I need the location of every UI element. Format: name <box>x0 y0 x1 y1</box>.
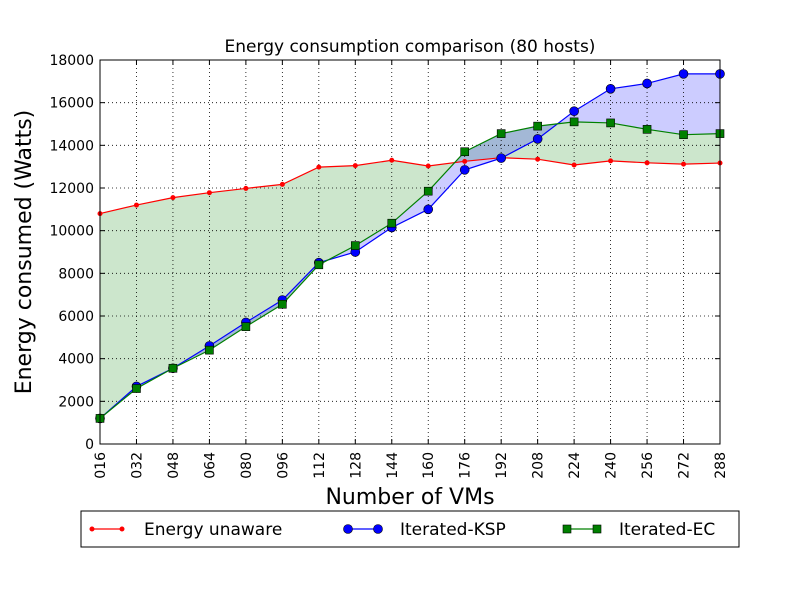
y-tick-label: 2000 <box>58 394 94 410</box>
x-tick-label: 240 <box>604 452 620 479</box>
data-point-energy-unaware <box>681 161 687 167</box>
legend-marker <box>89 526 95 532</box>
y-axis-label: Energy consumed (Watts) <box>12 110 37 395</box>
fill-area-1 <box>100 73 720 419</box>
data-point-energy-unaware <box>352 163 358 169</box>
fill-area-0 <box>100 121 720 419</box>
legend-item: Iterated-KSP <box>343 520 506 540</box>
legend-marker <box>119 526 125 532</box>
data-point-iterated-ec <box>387 218 397 228</box>
x-tick-label: 016 <box>93 452 109 479</box>
legend-marker <box>373 524 383 534</box>
x-tick-label: 288 <box>713 452 729 479</box>
data-point-iterated-ksp <box>678 69 689 79</box>
data-point-energy-unaware <box>462 158 468 164</box>
data-point-iterated-ksp <box>605 84 616 94</box>
data-point-iterated-ec <box>314 260 324 270</box>
x-tick-label: 032 <box>129 452 145 479</box>
data-point-iterated-ec <box>168 363 178 373</box>
legend-marker <box>562 524 572 534</box>
chart-title: Energy consumption comparison (80 hosts) <box>225 37 596 57</box>
legend-item: Energy unaware <box>89 520 282 540</box>
data-point-energy-unaware <box>608 158 614 164</box>
y-tick-label: 16000 <box>49 96 94 112</box>
legend-marker <box>592 524 602 534</box>
data-point-energy-unaware <box>389 157 395 163</box>
x-tick-label: 144 <box>385 452 401 479</box>
data-point-energy-unaware <box>644 160 650 166</box>
data-point-energy-unaware <box>279 181 285 187</box>
data-point-iterated-ec <box>241 322 251 331</box>
data-point-energy-unaware <box>170 195 176 201</box>
data-point-iterated-ksp <box>569 106 579 116</box>
data-point-iterated-ksp <box>532 134 543 144</box>
data-point-energy-unaware <box>425 163 431 169</box>
data-point-iterated-ec <box>350 241 360 250</box>
legend: Energy unaware Iterated-KSP Iterated-EC <box>80 510 740 548</box>
data-point-iterated-ec <box>460 147 470 157</box>
series-iterated-ec <box>95 117 725 423</box>
data-point-energy-unaware <box>206 190 212 196</box>
legend-label: Iterated-EC <box>619 520 715 540</box>
data-point-iterated-ec <box>278 299 287 309</box>
data-point-iterated-ec <box>205 345 214 355</box>
x-tick-label: 272 <box>677 452 693 479</box>
data-point-iterated-ec <box>642 125 652 134</box>
legend-box <box>80 510 740 548</box>
plot-frame <box>99 59 721 445</box>
data-point-iterated-ec <box>496 129 506 138</box>
y-tick-label: 18000 <box>49 53 94 69</box>
x-tick-label: 080 <box>239 452 255 479</box>
data-point-energy-unaware <box>535 156 541 162</box>
legend-marker <box>343 524 353 534</box>
legend-label: Energy unaware <box>144 520 282 540</box>
data-point-iterated-ec <box>423 186 433 196</box>
x-tick-label: 256 <box>640 452 656 479</box>
data-point-energy-unaware <box>243 185 249 191</box>
series-line-energy-unaware <box>99 157 721 215</box>
legend-item: Iterated-EC <box>562 520 715 540</box>
x-tick-label: 096 <box>275 452 291 479</box>
x-axis-label: Number of VMs <box>325 485 494 510</box>
x-tick-label: 208 <box>531 452 547 479</box>
data-point-iterated-ec <box>606 118 615 128</box>
data-point-iterated-ec <box>533 121 542 131</box>
data-point-energy-unaware <box>571 162 577 168</box>
x-tick-label: 048 <box>166 452 182 479</box>
data-point-energy-unaware <box>316 164 322 170</box>
data-point-iterated-ksp <box>642 78 652 89</box>
y-tick-label: 10000 <box>49 224 94 240</box>
x-tick-label: 112 <box>312 452 328 479</box>
y-tick-label: 12000 <box>49 181 94 197</box>
x-tick-label: 160 <box>421 452 437 479</box>
axis-ticks: 016 032 048 064 080 096 112 128 144 160 176 192 208 2… <box>49 53 729 479</box>
y-tick-label: 4000 <box>58 352 94 368</box>
data-point-iterated-ec <box>132 384 141 393</box>
data-point-iterated-ec <box>569 117 579 127</box>
series-line-iterated-ksp <box>99 73 720 419</box>
y-tick-label: 8000 <box>58 266 94 282</box>
x-tick-label: 192 <box>494 452 510 479</box>
y-tick-label: 14000 <box>49 138 94 154</box>
data-point-iterated-ksp <box>423 204 434 215</box>
fill-areas <box>100 73 720 419</box>
data-point-energy-unaware <box>133 202 139 208</box>
x-tick-label: 064 <box>202 452 218 479</box>
series-line-iterated-ec <box>99 121 721 419</box>
x-tick-label: 224 <box>567 452 583 479</box>
x-tick-label: 128 <box>348 452 364 479</box>
y-tick-label: 6000 <box>58 309 94 325</box>
data-point-iterated-ksp <box>496 153 506 163</box>
data-point-iterated-ksp <box>459 165 470 175</box>
data-point-iterated-ec <box>679 130 688 139</box>
y-tick-label: 0 <box>85 437 94 453</box>
x-tick-label: 176 <box>458 452 474 479</box>
legend-label: Iterated-KSP <box>400 520 506 540</box>
